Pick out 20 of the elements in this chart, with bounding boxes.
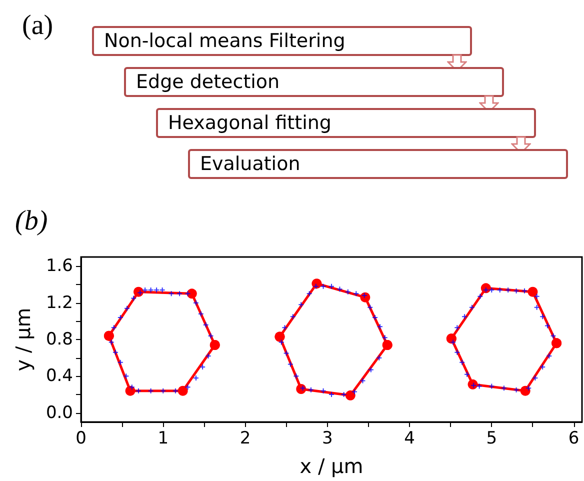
y-tick-label: 0.4	[46, 366, 73, 386]
y-tick-label: 1.6	[46, 256, 73, 276]
text: (a)	[22, 10, 54, 42]
step-box: Non-local means Filtering	[92, 26, 472, 56]
step-box: Edge detection	[124, 67, 504, 97]
step-box: Evaluation	[188, 149, 568, 179]
y-tick-label: 0.8	[46, 330, 73, 350]
x-tick-label: 2	[240, 428, 251, 448]
y-tick-label: 0.0	[46, 402, 73, 423]
y-axis-title: y / μm	[11, 308, 35, 372]
step-box: Hexagonal fitting	[156, 108, 536, 138]
chart-title: (b)	[15, 206, 48, 236]
x-tick-label: 1	[158, 428, 169, 448]
x-tick-label: 6	[568, 428, 580, 448]
y-tick-label: 1.2	[46, 292, 73, 313]
x-tick-label: 5	[486, 428, 498, 448]
x-tick-label: 3	[322, 428, 333, 448]
x-axis-title: x / μm	[300, 454, 364, 478]
x-tick-label: 4	[404, 428, 415, 448]
x-tick-label: 0	[76, 428, 86, 448]
